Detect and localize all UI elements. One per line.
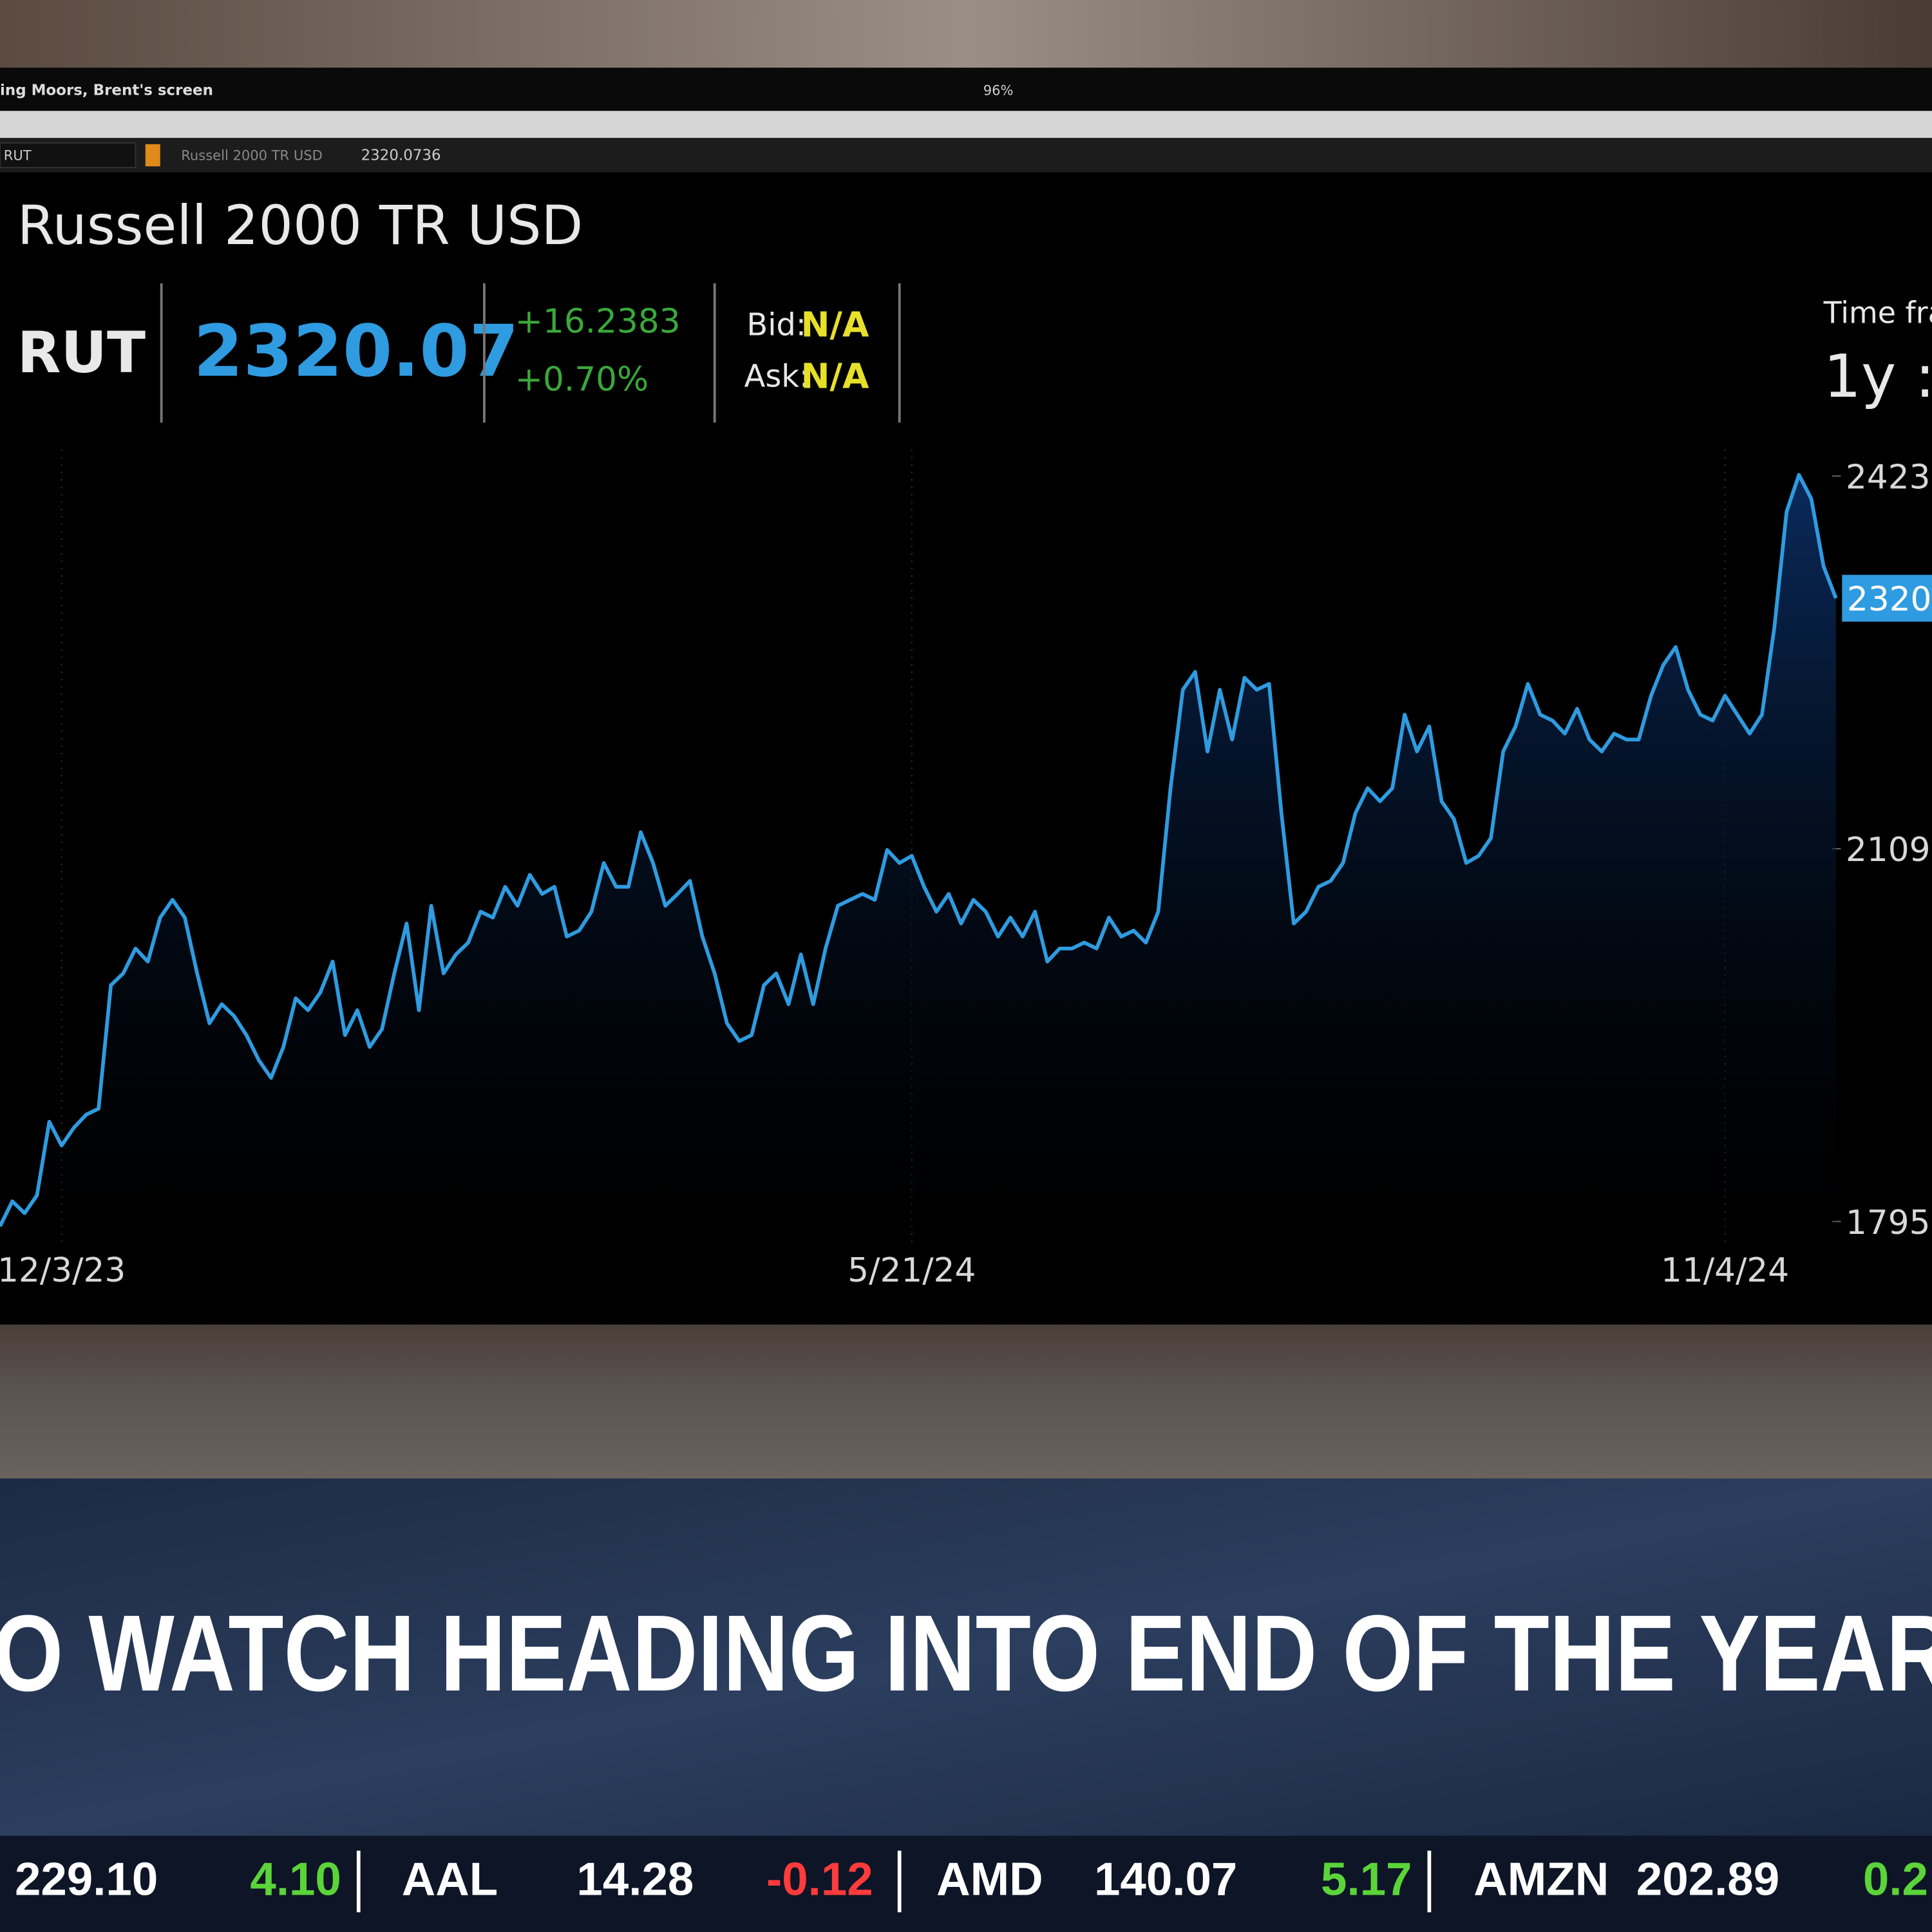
ask-value: N/A xyxy=(801,356,869,397)
x-tick-label: 12/3/23 xyxy=(0,1251,126,1290)
y-tick-label: 1795 xyxy=(1846,1204,1930,1242)
ticker-symbol: AMZN xyxy=(1473,1853,1609,1906)
timeframe[interactable]: 1y : xyxy=(1824,342,1932,411)
ticker-price: 202.89 xyxy=(1636,1853,1779,1906)
ticker-bar xyxy=(0,1835,1932,1932)
timeframe-label: Time fra xyxy=(1823,295,1932,330)
last-price: 2320.07 xyxy=(193,310,518,393)
toolbar-name: Russell 2000 TR USD xyxy=(181,147,323,164)
instrument-title: Russell 2000 TR USD xyxy=(17,194,583,257)
studio-background xyxy=(0,1324,1932,1479)
bid-value: N/A xyxy=(801,304,869,345)
ticker-symbol: AAL xyxy=(402,1853,498,1906)
symbol: RUT xyxy=(17,319,146,386)
headline: O WATCH HEADING INTO END OF THE YEAR xyxy=(0,1593,1932,1714)
lower-third xyxy=(0,1478,1932,1836)
price-chart: 12/3/23 5/21/24 11/4/24 2423 2109 1795 2320.07 xyxy=(0,450,1932,1290)
address-bar xyxy=(0,111,1932,138)
toolbar-price: 2320.0736 xyxy=(361,147,441,164)
ticker-price: 229.10 xyxy=(15,1853,158,1906)
toolbar xyxy=(0,138,1932,173)
symbol-box[interactable] xyxy=(0,142,137,169)
bid-label: Bid: xyxy=(746,307,806,343)
net-change: +16.2383 xyxy=(515,303,681,341)
ticker-price: 140.07 xyxy=(1094,1853,1237,1906)
ticker-change: 5.17 xyxy=(1321,1853,1412,1906)
window-title: ing Moors, Brent's screen xyxy=(0,82,213,99)
window-titlebar xyxy=(0,68,1932,111)
last-price-tag xyxy=(1842,574,1932,622)
ask-label: Ask: xyxy=(744,359,810,395)
ticker-symbol: AMD xyxy=(936,1853,1043,1906)
ticker-price: 14.28 xyxy=(576,1853,694,1906)
toolbar-icon[interactable] xyxy=(145,144,160,167)
y-tick-label: 2109 xyxy=(1846,831,1930,869)
x-tick-label: 5/21/24 xyxy=(848,1251,976,1290)
monitor-frame xyxy=(0,0,1932,68)
ticker-change: 4.10 xyxy=(250,1853,341,1906)
price-area xyxy=(0,475,1836,1233)
toolbar-symbol: RUT xyxy=(4,147,32,164)
zoom-level: 96% xyxy=(983,82,1014,98)
y-tick-label: 2423 xyxy=(1846,458,1930,497)
ticker-change: -0.12 xyxy=(766,1853,873,1906)
pct-change: +0.70% xyxy=(515,361,649,399)
last-price-tag-label: 2320.07 xyxy=(1847,580,1932,619)
x-tick-label: 11/4/24 xyxy=(1661,1251,1789,1290)
ticker-change: 0.2 xyxy=(1863,1853,1928,1906)
price-line xyxy=(0,473,1838,1227)
